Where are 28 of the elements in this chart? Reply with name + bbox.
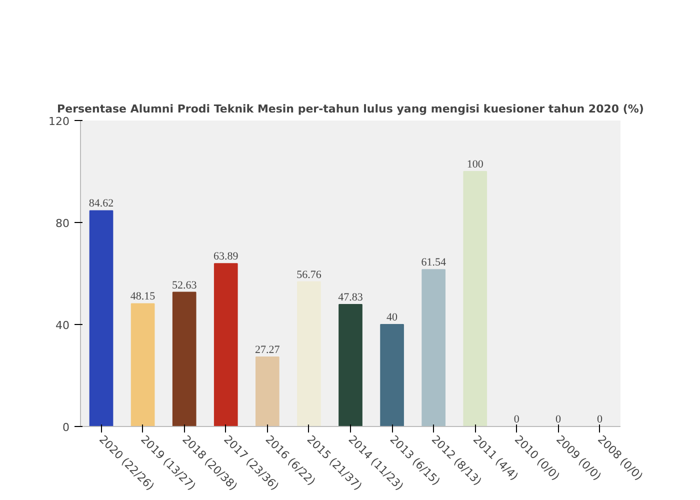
y-tick-label: 0 <box>62 421 70 434</box>
data-label: 84.62 <box>88 198 114 210</box>
bar <box>214 263 238 426</box>
bar <box>172 292 196 426</box>
y-tick-label: 40 <box>56 319 70 332</box>
data-label: 0 <box>555 414 562 426</box>
data-label: 100 <box>466 158 484 170</box>
data-label: 40 <box>386 312 398 324</box>
bar <box>422 269 446 426</box>
data-label: 63.89 <box>214 250 239 263</box>
y-tick-label: 80 <box>56 217 70 230</box>
bar <box>89 210 114 426</box>
bar <box>380 324 404 426</box>
y-tick-label: 120 <box>48 115 70 128</box>
data-label: 61.54 <box>421 256 446 269</box>
data-label: 27.27 <box>255 344 280 356</box>
data-label: 0 <box>596 414 603 426</box>
bar <box>130 303 155 426</box>
bar <box>463 171 488 426</box>
data-label: 56.76 <box>296 268 322 281</box>
data-label: 52.63 <box>172 279 198 292</box>
data-label: 48.15 <box>130 290 156 303</box>
chart-title: Persentase Alumni Prodi Teknik Mesin per-tahun lulus yang mengisi kuesioner tahun 2020 (%) <box>57 102 644 116</box>
data-label: 47.83 <box>338 292 364 304</box>
bar <box>338 304 362 426</box>
data-label: 0 <box>514 414 520 426</box>
bar <box>297 281 321 426</box>
bar <box>256 356 280 426</box>
